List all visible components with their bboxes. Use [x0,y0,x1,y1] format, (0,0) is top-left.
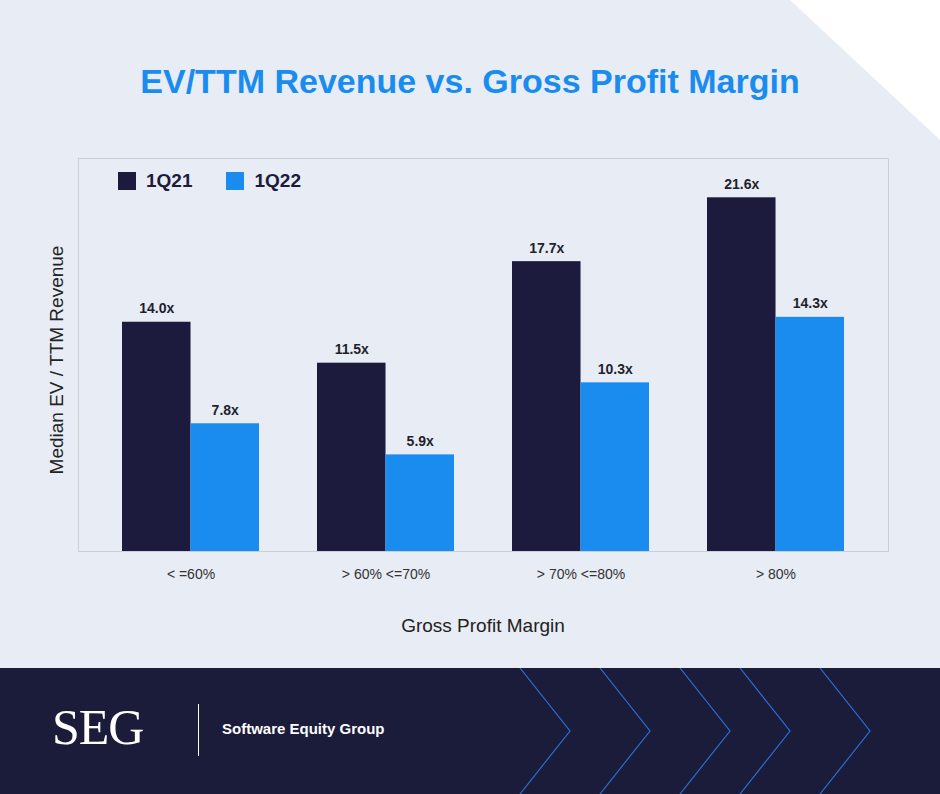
html-text:EV/TTM Revenue vs. Gross Profi: EV/TTM Revenue vs. Gross Profit Margin [140,62,800,100]
html-text:Software Equity Group: Software Equity Group [222,720,385,737]
svg-text:> 70% <=80%: > 70% <=80% [537,566,625,582]
svg-text:7.8x: 7.8x [212,402,239,418]
svg-text:10.3x: 10.3x [598,361,633,377]
html-text:1Q21: 1Q21 [146,170,193,191]
svg-text:11.5x: 11.5x [335,341,369,357]
html-text:Gross Profit Margin: Gross Profit Margin [401,615,565,636]
svg-text:5.9x: 5.9x [407,433,434,449]
svg-text:> 80%: > 80% [756,566,796,582]
svg-text:> 60% <=70%: > 60% <=70% [342,566,430,582]
html-text:Median EV / TTM Revenue: Median EV / TTM Revenue [46,245,67,475]
svg-text:14.0x: 14.0x [139,300,174,316]
svg-text:14.3x: 14.3x [793,295,828,311]
html-text:1Q22: 1Q22 [254,170,301,191]
html-text:SEG: SEG [52,699,144,755]
svg-text:< =60%: < =60% [167,566,215,582]
svg-text:21.6x: 21.6x [724,176,759,192]
svg-text:17.7x: 17.7x [529,240,564,256]
